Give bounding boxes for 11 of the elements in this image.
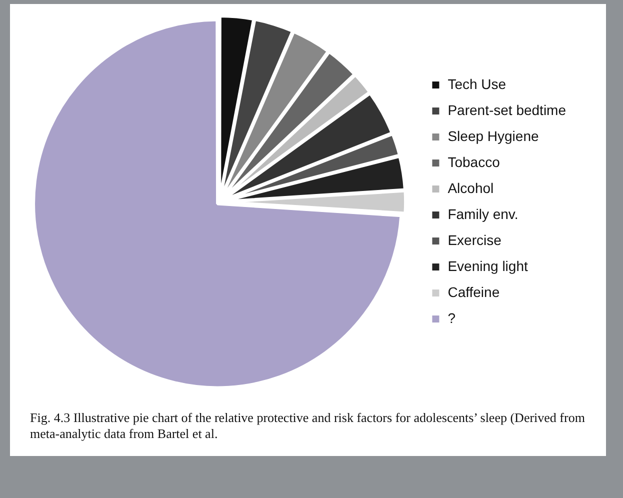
legend-label: ? [448,310,456,326]
legend-label: Alcohol [448,180,494,196]
legend-label: Family env. [448,206,518,222]
legend-label: Exercise [448,232,502,248]
legend-label: Sleep Hygiene [448,128,539,144]
legend-label: Evening light [448,258,528,274]
legend-label: Tech Use [448,76,506,92]
legend-label: Parent-set bedtime [448,102,566,118]
legend-label: Caffeine [448,284,500,300]
caption: Fig. 4.3 Illustrative pie chart of the relative protective and risk factors for adolescents’ sleep (Derived from meta-analytic data from Bartel et al. [30,410,586,442]
legend-label: Tobacco [448,154,500,170]
